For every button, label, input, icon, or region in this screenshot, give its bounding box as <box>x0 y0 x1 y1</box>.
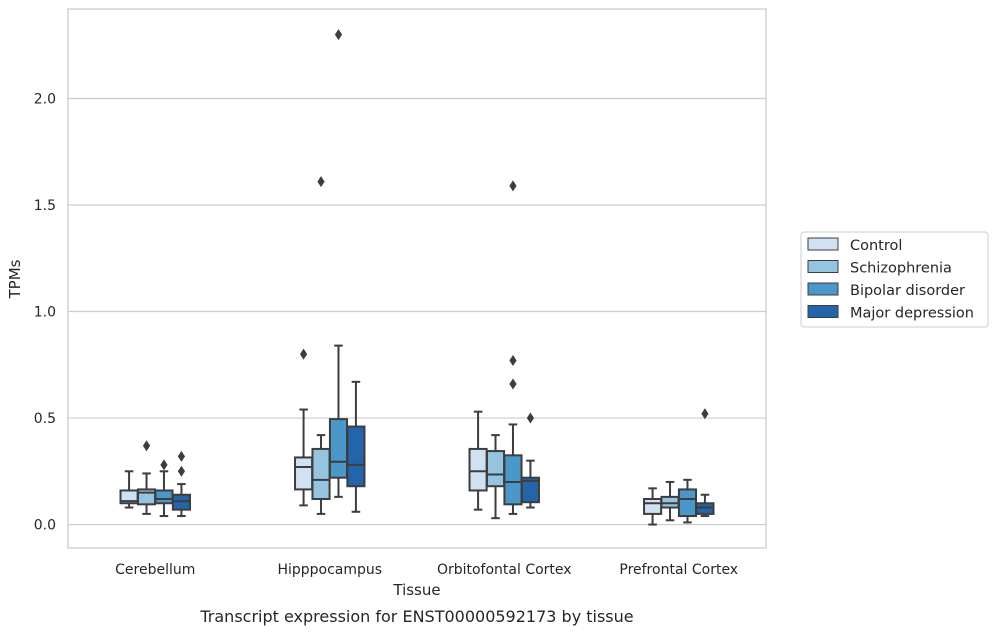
box-series <box>119 29 715 526</box>
chart-caption: Transcript expression for ENST0000059217… <box>199 607 633 626</box>
box-body <box>503 454 523 506</box>
plot-frame <box>67 8 767 549</box>
outlier-marker <box>177 465 186 477</box>
y-axis-title: TPMs <box>6 259 24 299</box>
legend-label: Schizophrenia <box>850 261 952 277</box>
box-body <box>485 450 506 488</box>
box <box>660 480 680 522</box>
box <box>695 408 715 518</box>
series-group <box>171 380 715 518</box>
x-tick-label: Cerebellum <box>115 562 195 578</box>
series-group <box>154 29 698 524</box>
box-body <box>695 502 715 515</box>
legend-frame <box>800 231 989 328</box>
outlier-marker <box>509 355 517 367</box>
series-group <box>119 348 663 526</box>
x-tick-label: Orbitofontal Cortex <box>437 562 572 578</box>
outlier-marker <box>142 440 151 452</box>
box-body <box>311 447 331 500</box>
y-tick-label: 1.5 <box>34 198 56 214</box>
y-axis-ticks: 0.0 0.5 1.0 1.5 2.0 <box>34 91 56 533</box>
outlier-marker <box>317 176 325 188</box>
legend-swatch <box>807 260 839 273</box>
outlier-marker <box>299 348 308 360</box>
box-body <box>468 447 488 492</box>
x-axis-ticks: Cerebellum Hipppocampus Orbitofontal Corte… <box>115 562 738 578</box>
y-tick-label: 0.0 <box>34 518 56 534</box>
outlier-marker <box>160 459 168 471</box>
outlier-marker <box>509 378 517 390</box>
y-tick-label: 0.5 <box>34 411 56 427</box>
y-tick-label: 1.0 <box>34 305 56 321</box>
box-body <box>660 495 680 509</box>
box <box>520 412 540 509</box>
box <box>468 410 488 511</box>
legend-swatch <box>807 237 839 251</box>
legend-label: Bipolar disorder <box>850 283 965 299</box>
x-tick-label: Hipppocampus <box>277 562 382 578</box>
outlier-marker <box>509 180 517 192</box>
outlier-marker <box>526 412 535 424</box>
box-body <box>346 425 366 488</box>
x-tick-label: Prefrontal Cortex <box>619 562 738 578</box>
box-body <box>171 493 191 511</box>
box-body <box>328 418 349 479</box>
legend-label: Major depression <box>850 306 974 322</box>
legend-swatch <box>807 305 839 318</box>
box <box>311 176 331 515</box>
outlier-marker <box>701 408 709 420</box>
series-group <box>136 176 680 522</box>
outlier-marker <box>334 29 343 41</box>
box <box>171 450 191 518</box>
legend-swatch <box>807 282 839 296</box>
y-tick-label: 2.0 <box>34 91 56 107</box>
box <box>677 478 698 524</box>
box-body <box>677 488 698 518</box>
legend: Control Schizophrenia Bipolar disorder Majo… <box>800 231 989 328</box>
x-axis-title: Tissue <box>392 581 440 599</box>
box <box>346 380 366 513</box>
box-body <box>154 489 174 505</box>
box-body <box>520 476 540 504</box>
legend-label: Control <box>850 238 902 254</box>
box <box>119 470 139 509</box>
box-body <box>294 456 314 491</box>
box-body <box>643 498 663 515</box>
box <box>485 434 506 520</box>
box <box>136 440 157 515</box>
outlier-marker <box>177 450 186 462</box>
